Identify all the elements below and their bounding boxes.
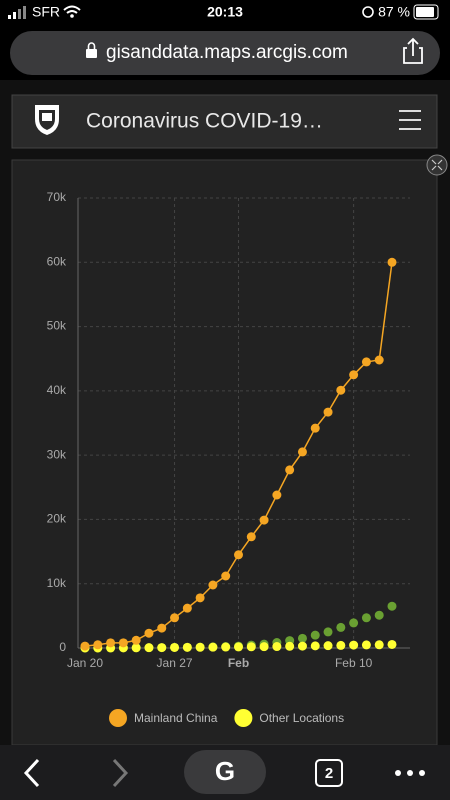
- tabs-button[interactable]: [315, 759, 343, 787]
- google-icon: G: [215, 756, 235, 786]
- x-tick-label: Jan 20: [67, 656, 103, 670]
- data-point: [387, 257, 397, 267]
- logo: [35, 105, 59, 135]
- y-tick-label: 40k: [47, 383, 67, 397]
- y-tick-label: 0: [59, 640, 66, 654]
- header-title: Coronavirus COVID-19…: [86, 110, 323, 133]
- data-point: [374, 355, 384, 365]
- y-tick-label: 30k: [47, 447, 67, 461]
- data-point: [349, 640, 359, 650]
- data-point: [234, 550, 243, 560]
- data-point: [323, 627, 333, 637]
- signal-icon: [8, 6, 26, 19]
- plot: 0 10k 20k 30k 40k 50k 60k 70k Jan 20 Jan 27 Feb Feb…: [47, 190, 410, 727]
- data-point: [361, 357, 371, 367]
- y-tick-label: 70k: [47, 190, 67, 204]
- tab-count: 2: [325, 765, 333, 782]
- data-point: [234, 642, 243, 652]
- data-point: [170, 613, 180, 623]
- battery-icon: [413, 4, 439, 20]
- battery-fill: [416, 7, 434, 17]
- data-point: [80, 641, 90, 651]
- data-point: [336, 640, 346, 650]
- data-point: [272, 642, 282, 652]
- data-point: [297, 641, 307, 651]
- data-point: [246, 642, 256, 652]
- legend-marker: [234, 709, 253, 727]
- data-point: [361, 640, 371, 650]
- carrier: SFR: [32, 4, 60, 20]
- data-point: [297, 447, 307, 457]
- data-point: [195, 642, 205, 652]
- data-point: [374, 610, 384, 620]
- clock: 20:13: [207, 4, 243, 20]
- data-point: [285, 465, 295, 475]
- data-point: [336, 385, 346, 395]
- share-button[interactable]: [403, 37, 423, 64]
- y-tick-label: 60k: [47, 254, 67, 268]
- y-tick-label: 20k: [47, 512, 67, 526]
- legend-label: Mainland China: [134, 711, 218, 725]
- data-point: [131, 635, 141, 645]
- legend-label: Other Locations: [259, 711, 344, 725]
- data-point: [310, 630, 320, 640]
- data-point: [323, 407, 333, 417]
- data-point: [106, 638, 116, 648]
- collapse-icon: [431, 159, 443, 171]
- header: [11, 94, 438, 149]
- data-point: [297, 633, 307, 643]
- data-point: [349, 370, 359, 380]
- wifi-icon: [63, 5, 81, 14]
- battery-level: 87 %: [378, 4, 410, 20]
- back-button[interactable]: [23, 758, 40, 788]
- y-tick-label: 50k: [47, 319, 67, 333]
- url[interactable]: gisanddata.maps.arcgis.com: [106, 42, 348, 63]
- x-tick-label: Feb 10: [335, 656, 373, 670]
- data-point: [310, 423, 320, 433]
- data-point: [259, 515, 269, 525]
- wifi-dot: [70, 14, 74, 18]
- lock-icon: [86, 42, 97, 58]
- data-point: [93, 640, 103, 650]
- data-point: [182, 642, 192, 652]
- menu-button[interactable]: [399, 110, 421, 130]
- x-tick-label: Jan 27: [157, 656, 193, 670]
- data-point: [144, 628, 154, 638]
- x-tick-label: Feb: [228, 656, 249, 670]
- data-point: [118, 638, 128, 648]
- y-tick-label: 10k: [47, 576, 67, 590]
- data-point: [157, 623, 167, 633]
- data-point: [323, 641, 333, 651]
- forward-button[interactable]: [112, 758, 129, 788]
- data-point: [310, 641, 320, 651]
- data-point: [374, 640, 384, 650]
- data-point: [285, 641, 295, 651]
- data-point: [246, 532, 256, 542]
- data-point: [259, 642, 269, 652]
- data-point: [170, 642, 180, 652]
- data-point: [131, 643, 141, 653]
- collapse-button[interactable]: [426, 154, 448, 176]
- data-point: [349, 618, 359, 628]
- data-point: [182, 603, 192, 613]
- data-point: [157, 643, 167, 653]
- google-button[interactable]: [184, 750, 266, 794]
- data-point: [144, 643, 154, 653]
- data-point: [387, 639, 397, 649]
- legend-marker: [109, 709, 127, 727]
- data-point: [195, 593, 205, 603]
- data-point: [387, 601, 397, 611]
- data-point: [272, 490, 282, 500]
- data-point: [336, 622, 346, 632]
- data-point: [221, 642, 231, 652]
- data-point: [221, 571, 231, 581]
- data-point: [208, 642, 218, 652]
- data-point: [361, 613, 371, 623]
- data-point: [208, 580, 218, 590]
- url-bar[interactable]: [10, 31, 440, 75]
- more-button[interactable]: [395, 770, 425, 776]
- alarm-icon: [362, 6, 374, 18]
